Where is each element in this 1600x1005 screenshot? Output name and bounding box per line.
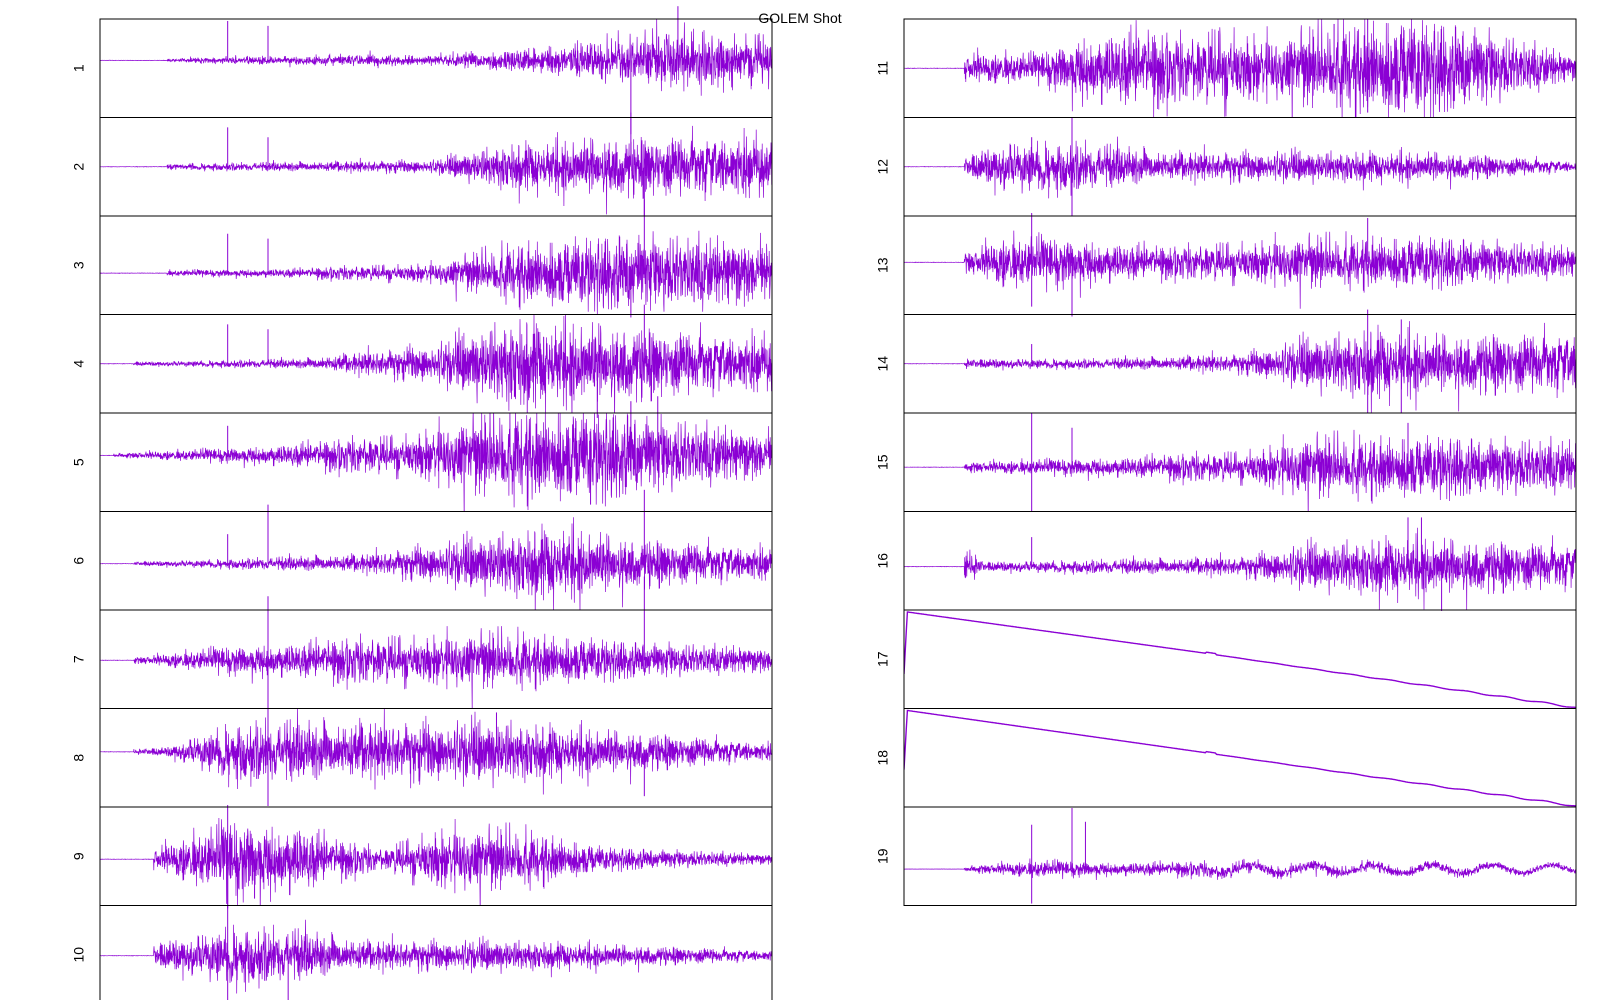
panel-label-11: 11 [875,61,891,76]
panel-label-9: 9 [71,852,87,860]
panel-1: 1 [71,6,773,135]
series-line-10 [100,919,772,994]
panel-2: 2 [71,112,773,217]
panel-12: 12 [875,117,1577,217]
panel-frame-19 [903,806,1577,906]
panel-label-5: 5 [71,458,87,466]
panel-9: 9 [71,805,773,909]
panel-7: 7 [71,576,773,709]
series-line-8 [100,708,772,795]
panel-label-8: 8 [71,754,87,762]
panel-label-19: 19 [875,848,891,864]
panel-16: 16 [875,511,1577,611]
panel-15: 15 [875,412,1577,512]
series-line-3 [100,230,772,315]
panel-13: 13 [875,213,1577,317]
panel-label-1: 1 [71,64,87,72]
panel-label-10: 10 [71,947,87,963]
panel-label-16: 16 [875,553,891,569]
panel-3: 3 [71,199,773,318]
panel-frame-17 [903,609,1577,709]
panel-18: 18 [875,708,1577,808]
panel-4: 4 [71,304,773,418]
chart-title: GOLEM Shot [758,10,841,26]
panel-label-14: 14 [875,356,891,372]
panel-label-4: 4 [71,360,87,368]
panel-label-17: 17 [875,651,891,667]
panel-17: 17 [875,609,1577,709]
panel-19: 19 [875,806,1577,906]
series-line-14 [904,321,1576,413]
series-line-13 [904,230,1576,309]
panel-10: 10 [71,867,773,1005]
panel-label-7: 7 [71,655,87,663]
panel-label-12: 12 [875,159,891,175]
series-line-15 [904,429,1576,512]
series-line-6 [100,517,772,610]
series-line-5 [100,413,772,512]
panel-label-15: 15 [875,454,891,470]
panel-14: 14 [875,309,1577,414]
series-line-17 [904,611,1576,708]
panel-11: 11 [875,18,1577,118]
panel-8: 8 [71,677,773,808]
panel-label-13: 13 [875,257,891,273]
panel-label-3: 3 [71,261,87,269]
series-line-11 [904,19,1576,118]
series-line-4 [100,314,772,413]
series-line-16 [904,527,1576,610]
series-line-18 [904,709,1576,807]
panel-6: 6 [71,489,773,611]
panel-5: 5 [71,396,773,512]
series-line-7 [100,626,772,709]
panel-label-2: 2 [71,163,87,171]
series-line-12 [904,136,1576,199]
panel-label-18: 18 [875,750,891,766]
series-line-19 [904,858,1576,881]
series-line-9 [100,817,772,906]
series-line-2 [100,125,772,215]
panel-label-6: 6 [71,557,87,565]
series-line-1 [100,19,772,96]
